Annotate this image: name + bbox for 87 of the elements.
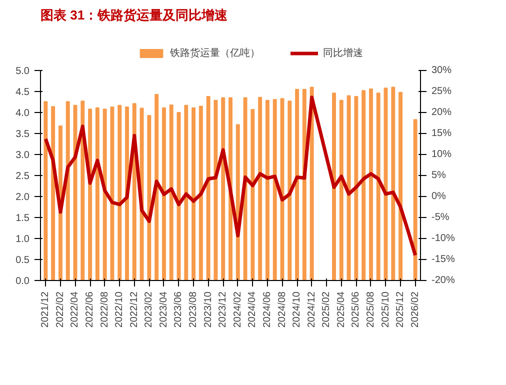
y2-tick-label: -5% <box>432 212 450 223</box>
bar <box>44 101 48 280</box>
y2-tick-label: -15% <box>432 254 455 265</box>
bar <box>206 96 210 280</box>
y2-tick-label: 15% <box>432 128 452 139</box>
x-tick-label: 2023/08 <box>188 291 200 328</box>
x-tick-label: 2024/02 <box>232 291 244 328</box>
y2-tick-label: 30% <box>432 65 452 76</box>
y-tick-label: 0.5 <box>16 255 30 266</box>
y-tick-label: 1.0 <box>16 234 30 245</box>
x-tick-label: 2023/12 <box>218 291 229 328</box>
y-tick-label: 5.0 <box>16 66 30 77</box>
x-tick-label: 2022/12 <box>128 291 140 328</box>
bar <box>221 97 226 280</box>
x-tick-label: 2025/02 <box>321 291 332 328</box>
bar <box>154 94 159 280</box>
bar <box>332 92 336 280</box>
y2-tick-label: 5% <box>432 170 446 181</box>
x-tick-label: 2023/02 <box>144 291 155 328</box>
x-tick-label: 2023/04 <box>158 291 170 328</box>
bar <box>214 100 218 280</box>
x-tick-label: 2022/04 <box>70 291 81 328</box>
bar <box>295 88 300 280</box>
bar <box>346 95 351 280</box>
bar <box>66 101 70 280</box>
x-tick-label: 2022/06 <box>84 291 96 328</box>
x-tick-label: 2025/08 <box>365 291 376 328</box>
x-tick-label: 2024/08 <box>276 291 288 328</box>
bar <box>162 107 166 280</box>
bar <box>339 100 344 280</box>
bar <box>125 106 129 280</box>
legend-label: 同比增速 <box>323 46 363 60</box>
bar <box>258 96 262 280</box>
bar <box>192 107 196 280</box>
line-series <box>44 96 418 258</box>
y-tick-label: 2.5 <box>16 171 30 182</box>
y-tick-label: 3.5 <box>16 129 30 140</box>
x-tick-label: 2022/02 <box>54 291 66 328</box>
bar <box>118 104 122 280</box>
bar <box>354 96 358 280</box>
y-tick-label: 0.0 <box>16 276 30 287</box>
y-tick-label: 1.5 <box>16 213 30 224</box>
bar <box>169 104 174 280</box>
bar <box>110 106 114 280</box>
bar <box>102 108 107 280</box>
x-tick-label: 2022/08 <box>99 291 110 328</box>
bar <box>398 92 403 280</box>
x-tick-label: 2025/04 <box>336 291 347 328</box>
bar <box>243 97 248 280</box>
x-tick-label: 2024/12 <box>306 291 318 328</box>
bar <box>265 100 270 280</box>
bar <box>184 104 188 280</box>
y2-tick-label: 25% <box>432 86 452 97</box>
bar <box>376 92 380 280</box>
x-tick-label: 2021/12 <box>40 291 52 328</box>
x-tick-label: 2024/04 <box>247 291 258 328</box>
chart-title: 图表 31：铁路货运量及同比增速 <box>40 8 229 22</box>
x-tick-label: 2024/06 <box>262 291 273 328</box>
bar <box>362 90 366 280</box>
y2-tick-label: 10% <box>432 149 452 160</box>
y2-tick-label: 0% <box>432 191 446 202</box>
y2-tick-label: -10% <box>432 233 455 244</box>
bar <box>250 109 255 280</box>
x-tick-label: 2022/10 <box>114 291 126 328</box>
bar <box>368 88 373 280</box>
y-tick-label: 2.0 <box>16 192 30 203</box>
x-tick-label: 2025/12 <box>395 291 406 328</box>
bar <box>272 98 277 280</box>
x-tick-label: 2024/10 <box>292 291 303 328</box>
y-tick-label: 4.5 <box>16 87 30 98</box>
x-tick-label: 2023/10 <box>202 291 214 328</box>
x-tick-label: 2023/06 <box>173 291 184 328</box>
y-tick-label: 4.0 <box>16 108 30 119</box>
y2-tick-label: 20% <box>432 107 452 118</box>
bar <box>413 119 418 280</box>
bar <box>198 106 203 280</box>
legend-label: 铁路货运量（亿吨） <box>170 46 260 60</box>
bar <box>391 86 396 280</box>
bar <box>95 107 100 280</box>
bar <box>51 106 56 280</box>
y2-tick-label: -20% <box>432 275 455 286</box>
bar <box>288 100 292 280</box>
x-tick-label: 2025/10 <box>380 291 392 328</box>
bar <box>147 114 152 280</box>
y-tick-label: 3.0 <box>16 150 30 161</box>
x-tick-label: 2026/02 <box>410 291 421 328</box>
x-tick-label: 2025/06 <box>350 291 362 328</box>
